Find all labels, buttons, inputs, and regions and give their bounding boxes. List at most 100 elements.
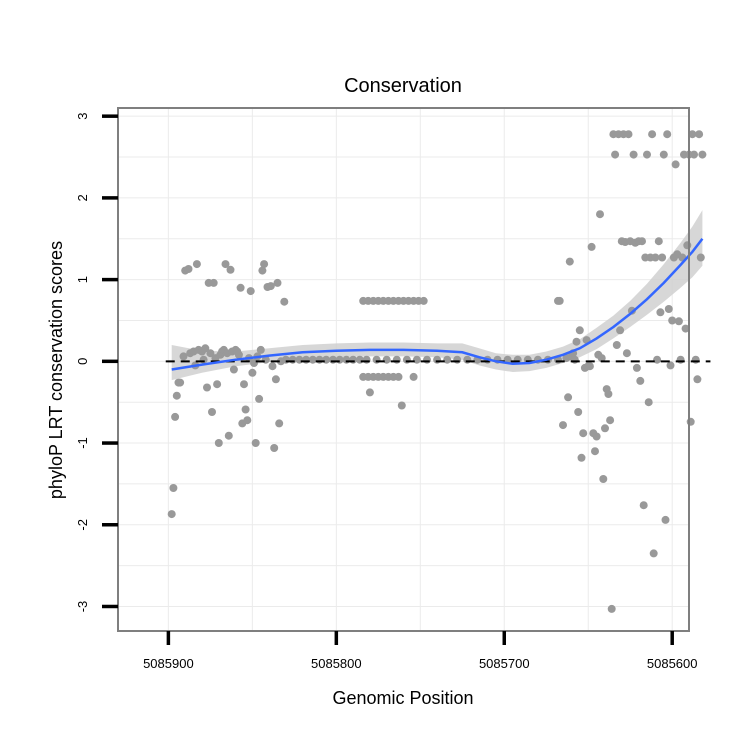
data-point (666, 361, 675, 370)
data-point (179, 352, 188, 361)
data-point (587, 242, 596, 251)
data-point (555, 296, 564, 305)
data-points (167, 130, 707, 613)
data-point (463, 355, 472, 364)
data-point (365, 388, 374, 397)
x-tick-label: 5085700 (479, 656, 530, 671)
data-point (273, 278, 282, 287)
data-point (258, 266, 267, 275)
data-point (663, 130, 672, 139)
data-point (167, 510, 176, 519)
data-point (243, 416, 252, 425)
data-point (564, 393, 573, 402)
y-axis: 3 2 1 0 -1 -2 -3 (75, 113, 118, 612)
data-point (240, 380, 248, 389)
data-point (674, 317, 683, 326)
data-point (266, 282, 275, 291)
y-axis-label: phyloP LRT conservation scores (46, 241, 66, 499)
data-point (659, 150, 668, 159)
data-point (574, 408, 583, 416)
data-point (169, 484, 178, 492)
data-point (693, 375, 702, 384)
data-point (681, 324, 690, 333)
data-point (281, 355, 290, 364)
data-point (611, 150, 620, 159)
data-point (575, 326, 584, 335)
data-point (592, 432, 601, 441)
data-point (412, 355, 421, 364)
data-point (676, 355, 685, 364)
data-point (585, 362, 594, 371)
data-point (241, 405, 250, 414)
data-point (229, 365, 238, 374)
y-tick-label: -1 (75, 437, 90, 449)
x-tick-label: 5085800 (311, 656, 362, 671)
data-point (208, 408, 216, 416)
smooth-line-group (171, 238, 704, 371)
data-point (234, 350, 243, 359)
data-point (664, 305, 673, 313)
data-point (648, 130, 657, 139)
data-point (651, 253, 660, 262)
data-point (649, 549, 658, 558)
data-point (203, 383, 211, 392)
data-point (636, 376, 645, 385)
data-point (214, 439, 223, 447)
confidence-band-group (171, 210, 703, 381)
y-tick-label: 2 (75, 194, 90, 201)
data-point (209, 278, 218, 287)
data-point (394, 372, 403, 381)
data-point (433, 355, 442, 364)
data-point (654, 237, 663, 246)
data-point (661, 515, 670, 524)
data-point (382, 355, 391, 364)
data-point (691, 355, 700, 364)
data-point (599, 475, 608, 483)
data-point (606, 416, 615, 425)
data-point (423, 355, 431, 364)
data-point (607, 604, 616, 613)
data-point (629, 150, 638, 159)
data-point (443, 355, 452, 364)
data-point (362, 355, 371, 364)
data-point (184, 265, 193, 273)
data-point (638, 237, 646, 246)
data-point (596, 210, 604, 219)
data-point (171, 412, 180, 421)
data-point (653, 355, 662, 364)
data-point (246, 287, 255, 296)
data-point (409, 372, 418, 381)
data-point (256, 345, 265, 354)
smooth-line (171, 238, 704, 371)
data-point (172, 391, 181, 400)
data-point (224, 431, 233, 440)
data-point (597, 354, 606, 363)
data-point (698, 150, 707, 159)
grid-lines (118, 108, 689, 631)
chart-title: Conservation (344, 75, 462, 97)
data-point (199, 355, 208, 364)
data-point (271, 375, 280, 384)
data-point (695, 130, 704, 139)
data-point (632, 363, 641, 372)
data-point (579, 429, 588, 438)
y-tick-label: 0 (75, 358, 90, 365)
data-point (402, 355, 411, 364)
y-tick-label: -2 (75, 519, 90, 531)
data-point (577, 453, 586, 462)
x-tick-label: 5085900 (143, 656, 194, 671)
data-point (270, 444, 279, 452)
data-point (559, 421, 567, 430)
y-tick-label: 3 (75, 113, 90, 120)
data-point (656, 308, 665, 317)
data-point (251, 439, 260, 447)
panel-border (117, 107, 690, 632)
data-point (639, 501, 648, 510)
data-point (260, 260, 269, 269)
data-point (213, 380, 222, 389)
data-point (280, 297, 289, 306)
data-point (643, 150, 651, 159)
data-point (624, 130, 633, 139)
data-point (658, 253, 667, 262)
